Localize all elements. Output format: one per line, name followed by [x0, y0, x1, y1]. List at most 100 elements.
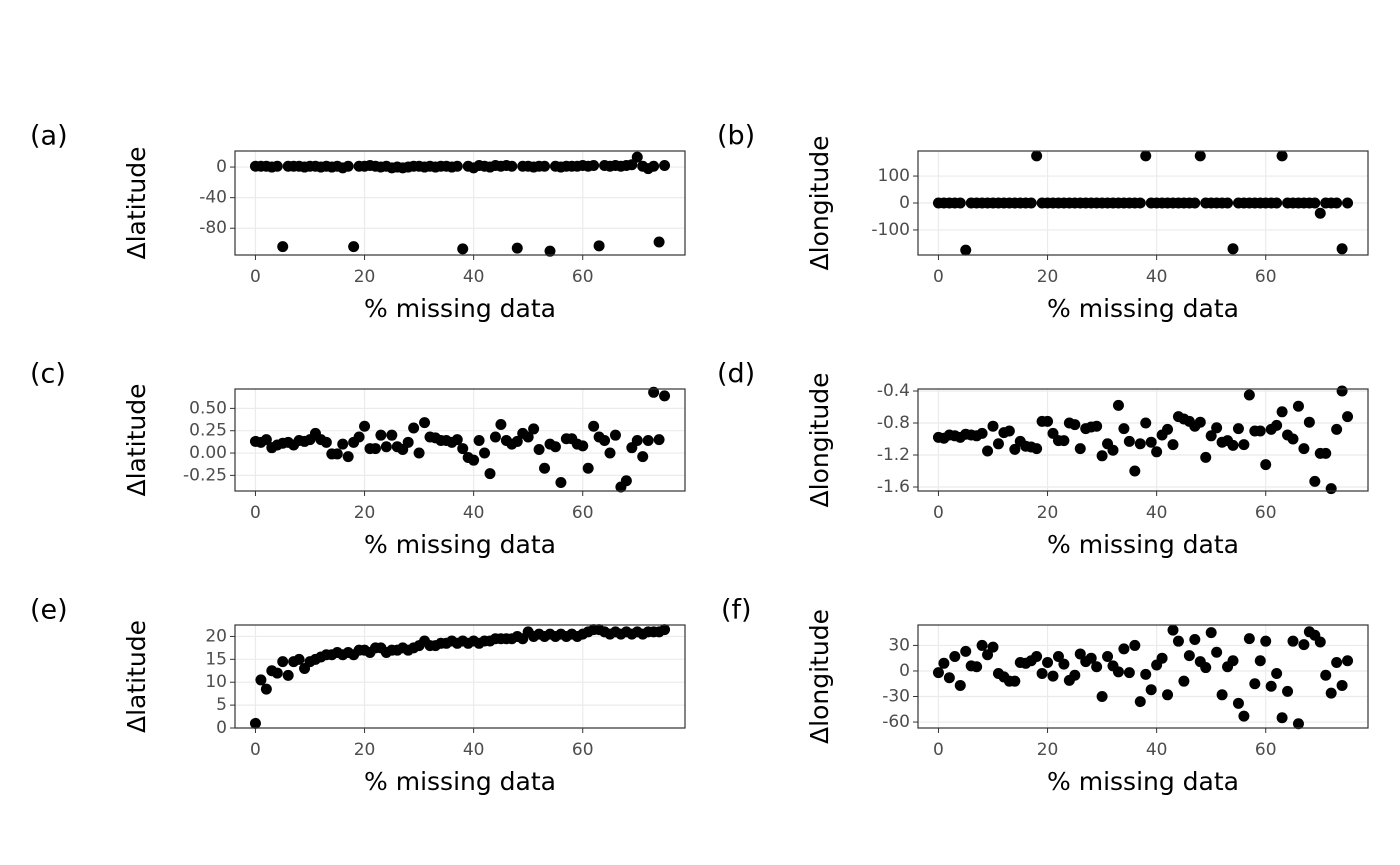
point: [1265, 680, 1277, 692]
panel-border: [917, 150, 1369, 256]
point: [451, 160, 463, 172]
point: [588, 160, 600, 172]
y-axis-title: Δlongitude: [805, 136, 834, 271]
point: [495, 418, 507, 430]
point: [1194, 416, 1206, 428]
point: [419, 417, 431, 429]
point: [1189, 197, 1201, 209]
point: [544, 245, 556, 257]
y-tick-label: 0.50: [189, 398, 227, 418]
point: [593, 240, 605, 252]
point: [1336, 385, 1348, 397]
point: [1162, 423, 1174, 435]
point: [1047, 670, 1059, 682]
point: [1254, 655, 1266, 667]
point: [1085, 652, 1097, 664]
x-tick-label: 20: [354, 740, 376, 760]
panel: 0 20 40 60 30 0 -30 -60 % missing data Δlongitude…: [721, 595, 1369, 796]
y-tick-label: -0.8: [877, 413, 910, 433]
point: [457, 243, 469, 255]
panel-border: [917, 624, 1369, 729]
point: [960, 244, 972, 256]
point: [642, 435, 654, 447]
panel-border: [234, 388, 686, 492]
point: [539, 462, 551, 474]
point: [1145, 684, 1157, 696]
point: [1058, 435, 1070, 447]
point: [1271, 419, 1283, 431]
point: [342, 451, 354, 463]
y-tick-label: 30: [888, 635, 910, 655]
point: [1238, 439, 1250, 451]
point: [992, 438, 1004, 450]
y-axis-title: Δlongitude: [805, 373, 834, 508]
point: [1178, 675, 1190, 687]
point: [1325, 483, 1337, 495]
point: [588, 420, 600, 432]
point: [1042, 656, 1054, 668]
point: [582, 462, 594, 474]
point: [1276, 406, 1288, 418]
point: [1254, 425, 1266, 437]
point: [1320, 669, 1332, 681]
point: [249, 717, 261, 729]
point: [648, 160, 660, 172]
point: [1298, 639, 1310, 651]
point: [479, 447, 491, 459]
y-tick-label: 0: [899, 193, 910, 213]
point: [1331, 423, 1343, 435]
panel: 0 20 40 60 -0.4 -0.8 -1.2 -1.6 % missing data Δlo…: [717, 359, 1369, 559]
x-tick-label: 60: [1255, 267, 1277, 287]
y-tick-label: -1.6: [877, 477, 910, 497]
point: [1003, 425, 1015, 437]
point: [987, 641, 999, 653]
point: [1031, 150, 1043, 162]
y-tick-label: 15: [205, 649, 227, 669]
x-tick-label: 0: [933, 740, 944, 760]
point: [320, 436, 332, 448]
point: [348, 241, 360, 253]
point: [1271, 668, 1283, 680]
y-axis-title: Δlatitude: [122, 383, 151, 496]
point: [260, 434, 272, 446]
point: [971, 661, 983, 673]
panel-border: [917, 388, 1369, 492]
point: [1140, 417, 1152, 429]
point: [1243, 389, 1255, 401]
x-tick-label: 40: [463, 740, 485, 760]
point: [943, 672, 955, 684]
point: [1227, 243, 1239, 255]
point: [1282, 685, 1294, 697]
point: [1042, 415, 1054, 427]
point: [1162, 689, 1174, 701]
x-tick-label: 20: [354, 503, 376, 523]
point: [960, 645, 972, 657]
point: [1287, 635, 1299, 647]
point: [1232, 697, 1244, 709]
point: [938, 657, 950, 669]
point: [331, 448, 343, 460]
point: [620, 475, 632, 487]
point: [976, 639, 988, 651]
x-tick-label: 40: [1146, 740, 1168, 760]
y-tick-label: 5: [216, 695, 227, 715]
x-tick-label: 40: [1146, 267, 1168, 287]
point: [1211, 646, 1223, 658]
point: [637, 451, 649, 463]
point: [1276, 712, 1288, 724]
panel-tag: (d): [717, 359, 755, 390]
point: [353, 431, 365, 443]
point: [511, 242, 523, 254]
y-tick-label: 0.25: [189, 421, 227, 441]
x-tick-label: 0: [250, 267, 261, 287]
point: [1260, 635, 1272, 647]
x-axis-title: % missing data: [1047, 767, 1239, 796]
point: [549, 441, 561, 453]
point: [1200, 451, 1212, 463]
x-tick-label: 40: [463, 503, 485, 523]
point: [1156, 652, 1168, 664]
point: [451, 434, 463, 446]
x-tick-label: 20: [1037, 503, 1059, 523]
point: [1211, 422, 1223, 434]
y-tick-label: -80: [199, 218, 227, 238]
